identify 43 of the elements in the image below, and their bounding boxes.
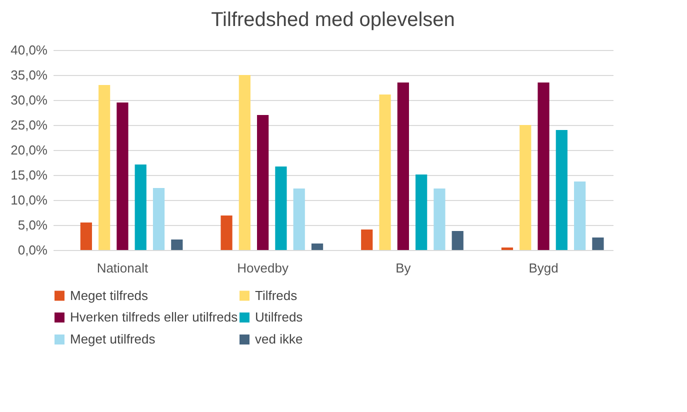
x-tick-label: By bbox=[396, 260, 412, 276]
bar bbox=[574, 182, 586, 250]
bar bbox=[134, 164, 146, 250]
legend-label: Hverken tilfreds eller utilfreds bbox=[70, 310, 238, 324]
y-tick-label: 30,0% bbox=[10, 92, 48, 108]
bar bbox=[257, 115, 269, 250]
x-tick-label: Hovedby bbox=[237, 260, 289, 276]
legend-label: Meget utilfreds bbox=[70, 332, 156, 346]
y-tick-label: 10,0% bbox=[10, 192, 48, 208]
bar bbox=[171, 240, 183, 250]
legend-label: ved ikke bbox=[255, 332, 303, 346]
bar bbox=[275, 166, 287, 250]
y-tick-label: 20,0% bbox=[10, 142, 48, 158]
bar bbox=[397, 82, 409, 250]
legend-label: Utilfreds bbox=[255, 310, 304, 324]
y-tick-label: 0,0% bbox=[18, 242, 48, 258]
bar bbox=[220, 216, 232, 250]
legend-label: Tilfreds bbox=[255, 288, 298, 303]
y-tick-label: 40,0% bbox=[10, 42, 48, 58]
bar bbox=[80, 222, 92, 250]
bar bbox=[592, 238, 604, 250]
bar bbox=[452, 231, 464, 250]
bar bbox=[98, 85, 110, 250]
bar bbox=[293, 188, 305, 250]
y-tick-label: 25,0% bbox=[10, 118, 48, 132]
bar bbox=[311, 244, 324, 250]
y-tick-label: 5,0% bbox=[18, 218, 48, 232]
bar bbox=[361, 230, 373, 250]
bar bbox=[434, 188, 446, 250]
y-tick-label: 15,0% bbox=[10, 168, 48, 182]
bar bbox=[116, 102, 128, 250]
bar bbox=[379, 94, 391, 250]
bar bbox=[520, 125, 532, 250]
bar bbox=[152, 188, 165, 250]
x-tick-label: Nationalt bbox=[96, 260, 149, 276]
y-tick-label: 35,0% bbox=[10, 68, 48, 82]
bar bbox=[538, 82, 550, 250]
legend-label: Meget tilfreds bbox=[70, 288, 149, 303]
x-tick-label: Bygd bbox=[528, 260, 558, 276]
bar bbox=[238, 75, 250, 250]
bar bbox=[416, 174, 428, 250]
chart-title: Tilfredshed med oplevelsen bbox=[211, 9, 455, 31]
bar bbox=[556, 130, 568, 250]
